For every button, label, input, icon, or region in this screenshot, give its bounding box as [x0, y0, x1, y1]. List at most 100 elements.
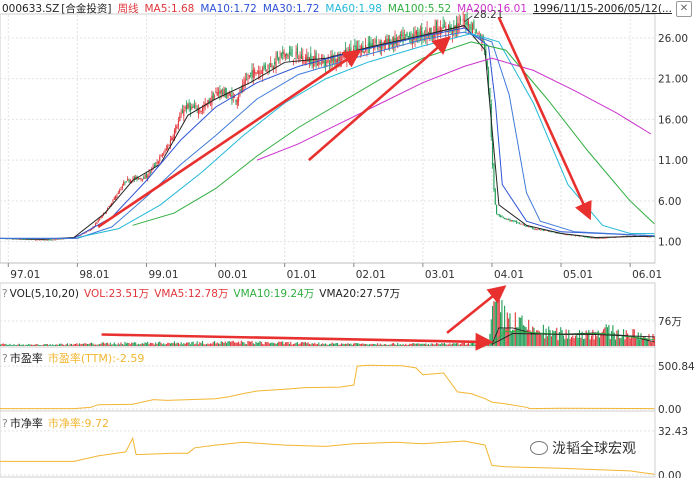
volume-bar [209, 343, 212, 346]
candle-body [231, 92, 233, 101]
volume-bar [272, 343, 274, 346]
candle-body [60, 238, 62, 240]
volume-bar [538, 331, 540, 346]
candle-body [121, 186, 123, 189]
candle-body [40, 239, 42, 241]
candle-body [489, 88, 491, 103]
volume-bar [9, 343, 11, 346]
volume-bar [621, 336, 623, 346]
candle-body [155, 164, 157, 166]
volume-bar [582, 339, 585, 346]
close-icon[interactable]: ✕ [676, 1, 692, 17]
volume-bar [196, 341, 198, 346]
candle-body [164, 149, 166, 153]
volume-bar [532, 326, 534, 346]
candle-body [320, 59, 323, 61]
candle-body [350, 47, 352, 55]
candle-body [442, 24, 444, 29]
volume-bar [508, 318, 510, 346]
volume-bar [347, 343, 349, 346]
candle-body [540, 229, 542, 231]
question-icon[interactable]: ? [2, 352, 8, 365]
candle-body [250, 72, 252, 74]
candle-body [328, 63, 331, 65]
volume-bar [457, 343, 459, 346]
candle-body [127, 178, 129, 181]
volume-bar [53, 345, 55, 346]
candle-body [247, 78, 249, 80]
candle-body [52, 239, 54, 241]
volume-bar [433, 344, 435, 346]
question-icon[interactable]: ? [2, 288, 8, 300]
volume-bar [254, 344, 256, 346]
volume-bar [353, 343, 355, 346]
period-label[interactable]: 周线 [117, 3, 139, 15]
price-header: 000633.SZ [合金投资] 周线 MA5:1.68 MA10:1.72 MA30:1… [2, 1, 678, 16]
candle-body [227, 95, 229, 99]
candle-body [463, 19, 466, 21]
candle-body [234, 96, 236, 98]
volume-bar [553, 331, 555, 346]
volume-bar [592, 329, 594, 346]
volume-bar [609, 338, 611, 346]
watermark: 泷韬全球宏观 [530, 438, 636, 458]
volume-bar [121, 343, 123, 346]
volume-bar [641, 337, 643, 346]
volume-bar [262, 343, 264, 346]
candle-body [565, 234, 567, 236]
candle-body [228, 93, 230, 95]
volume-bar [619, 338, 621, 346]
volume-bar [377, 343, 379, 346]
pb-indicator-label[interactable]: 市净率 [9, 417, 43, 430]
volume-bar [125, 343, 127, 346]
candle-body [398, 35, 400, 39]
volume-bar [319, 344, 321, 346]
volume-header: ? VOL(5,10,20) VOL:23.51万 VMA5:12.78万 VMA10:… [2, 286, 400, 301]
volume-bar [512, 329, 514, 346]
volume-bar [573, 338, 575, 346]
candle-body [327, 59, 329, 62]
volume-bar [451, 343, 454, 346]
volume-bar [6, 344, 8, 346]
volume-bar [152, 343, 154, 346]
volume-bar [600, 333, 602, 346]
candle-body [338, 56, 340, 62]
volume-bar [357, 343, 359, 346]
volume-bar [179, 344, 181, 346]
volume-bar [193, 344, 196, 346]
volume-bar [649, 341, 651, 346]
candle-body [216, 91, 218, 96]
candle-body [394, 37, 396, 45]
candle-body [279, 56, 281, 58]
volume-bar [212, 342, 214, 346]
candle-body [33, 239, 35, 240]
volume-bar [144, 342, 146, 346]
vol-indicator-label[interactable]: VOL(5,10,20) [9, 288, 79, 300]
volume-bar [545, 328, 547, 346]
volume-bar [180, 342, 182, 346]
volume-bar [252, 343, 254, 346]
candle-body [24, 238, 26, 240]
volume-bar [425, 343, 427, 346]
volume-bar [480, 344, 482, 346]
volume-bar [602, 329, 605, 346]
pb-y-tick-label: 0.00 [658, 470, 681, 478]
candle-body [584, 236, 586, 238]
question-icon[interactable]: ? [2, 417, 8, 430]
candle-body [319, 63, 321, 65]
volume-bar [492, 306, 494, 346]
candle-body [332, 59, 335, 61]
volume-bar [169, 343, 171, 346]
candle-body [137, 178, 139, 180]
candle-body [536, 229, 538, 231]
candle-body [275, 56, 277, 68]
volume-bar [580, 337, 582, 346]
candle-body [141, 178, 143, 180]
volume-bar [382, 344, 384, 346]
candle-body [188, 102, 190, 108]
pe-indicator-label[interactable]: 市盈率 [9, 352, 43, 365]
candle-body [222, 92, 224, 94]
candle-body [20, 239, 22, 240]
volume-bar [177, 342, 180, 346]
volume-bar [147, 341, 149, 346]
